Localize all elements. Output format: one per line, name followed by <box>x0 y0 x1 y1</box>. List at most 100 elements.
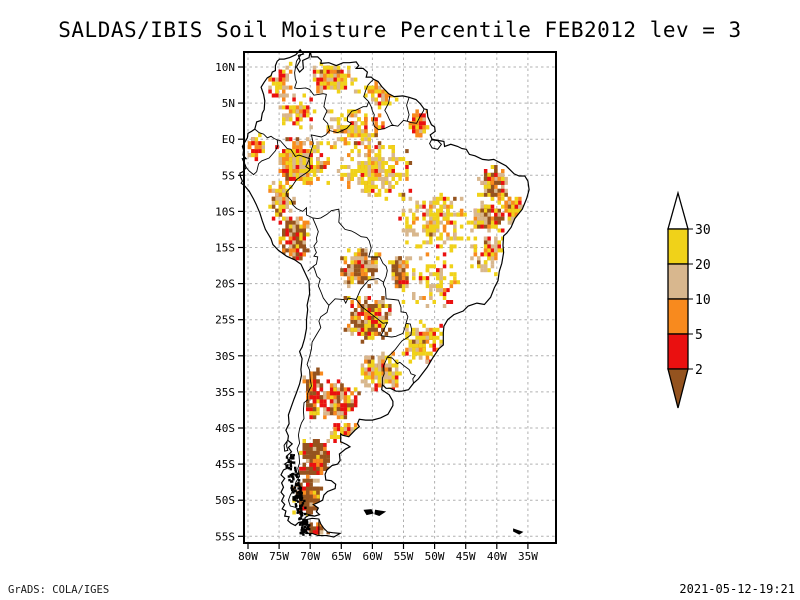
fjord-island-speck <box>294 470 298 473</box>
data-cell <box>364 260 368 265</box>
data-cell <box>487 236 491 241</box>
data-cell <box>418 339 423 344</box>
data-cell <box>333 435 337 439</box>
data-cell <box>302 180 306 185</box>
data-cell <box>306 105 310 110</box>
data-cell <box>282 153 286 158</box>
data-cell <box>285 165 289 169</box>
data-cell <box>319 383 324 388</box>
data-cell <box>429 204 433 209</box>
data-cell <box>343 260 348 265</box>
data-cell <box>494 176 498 181</box>
data-cell <box>401 192 406 197</box>
data-cell <box>418 276 423 281</box>
data-cell <box>442 264 447 269</box>
data-cell <box>463 212 467 217</box>
data-cell <box>364 304 368 308</box>
data-cell <box>340 407 344 412</box>
data-cell <box>350 407 354 412</box>
data-cell <box>316 450 320 455</box>
data-cell <box>288 228 293 233</box>
data-cell <box>323 458 327 463</box>
data-cell <box>312 169 317 173</box>
data-cell <box>258 145 262 150</box>
data-cell <box>483 169 488 173</box>
fjord-island-speck <box>291 480 294 483</box>
data-cell <box>398 280 402 285</box>
data-cell <box>377 367 382 372</box>
data-cell <box>377 315 382 320</box>
data-cell <box>295 161 300 165</box>
data-cell <box>350 327 354 332</box>
data-cell <box>295 256 300 261</box>
data-cell <box>391 375 395 380</box>
data-cell <box>490 208 495 213</box>
data-cell <box>326 439 330 443</box>
data-cell <box>490 248 495 253</box>
data-cell <box>302 153 306 158</box>
data-cell <box>374 97 378 102</box>
data-cell <box>254 153 259 158</box>
data-cell <box>398 284 402 289</box>
fjord-island-speck <box>296 491 299 494</box>
data-cell <box>347 165 351 169</box>
x-tick-label: 55W <box>394 550 414 563</box>
data-cell <box>490 216 495 221</box>
fjord-island-speck <box>301 513 304 517</box>
data-cell <box>299 153 303 158</box>
data-cell <box>288 157 293 162</box>
data-cell <box>312 458 317 463</box>
fjord-island-speck <box>296 475 299 479</box>
data-cell <box>367 323 371 328</box>
data-cell <box>490 224 495 229</box>
data-cell <box>312 109 317 114</box>
data-cell <box>374 256 378 261</box>
data-cell <box>309 482 313 487</box>
data-cell <box>377 157 382 162</box>
data-cell <box>381 335 385 340</box>
data-cell <box>483 172 488 177</box>
data-cell <box>353 256 358 261</box>
data-cell <box>432 347 436 352</box>
data-cell <box>480 224 484 229</box>
data-cell <box>340 129 344 134</box>
data-cell <box>436 284 440 289</box>
data-cell <box>295 248 300 253</box>
data-cell <box>401 172 406 177</box>
fjord-island-speck <box>290 475 293 478</box>
fjord-island-speck <box>289 460 292 463</box>
colorbar-segment <box>667 298 689 335</box>
data-cell <box>507 200 512 205</box>
data-cell <box>302 113 306 118</box>
data-cell <box>329 85 334 90</box>
data-cell <box>391 89 395 94</box>
data-cell <box>446 236 450 241</box>
y-tick-label: 15S <box>215 242 235 255</box>
data-cell <box>302 439 306 443</box>
data-cell <box>312 403 317 408</box>
data-cell <box>309 466 313 471</box>
data-cell <box>384 375 389 380</box>
data-cell <box>497 188 501 193</box>
data-cell <box>453 224 457 229</box>
data-cell <box>483 216 488 221</box>
data-cell <box>329 383 334 388</box>
data-cell <box>302 149 306 154</box>
data-cell <box>487 192 491 197</box>
data-cell <box>418 204 423 209</box>
data-cell <box>483 184 488 189</box>
data-cell <box>268 89 272 94</box>
data-cell <box>367 192 371 197</box>
data-cell <box>360 180 365 185</box>
data-cell <box>336 387 341 392</box>
data-cell <box>309 446 313 451</box>
data-cell <box>282 157 286 162</box>
data-cell <box>360 323 365 328</box>
data-cell <box>343 129 348 134</box>
data-cell <box>333 69 337 74</box>
data-cell <box>381 97 385 102</box>
data-cell <box>302 161 306 165</box>
data-cell <box>329 435 334 439</box>
data-cell <box>442 296 447 300</box>
data-cell <box>357 276 361 281</box>
